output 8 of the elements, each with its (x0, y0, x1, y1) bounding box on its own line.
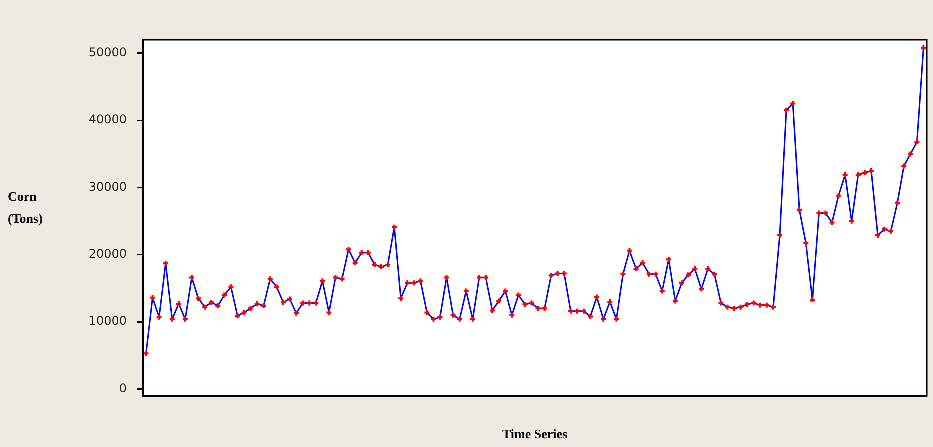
y-tick-label: 30000 (88, 180, 127, 194)
y-tick-label: 50000 (88, 46, 127, 60)
y-tick-label: 20000 (88, 247, 127, 262)
y-tick-label: 0 (119, 381, 127, 396)
y-tick-label: 10000 (88, 314, 127, 328)
y-tick-label: 40000 (88, 112, 127, 127)
x-axis-title: Time Series (502, 426, 568, 442)
y-axis-title: Corn (Tons) (8, 188, 44, 228)
